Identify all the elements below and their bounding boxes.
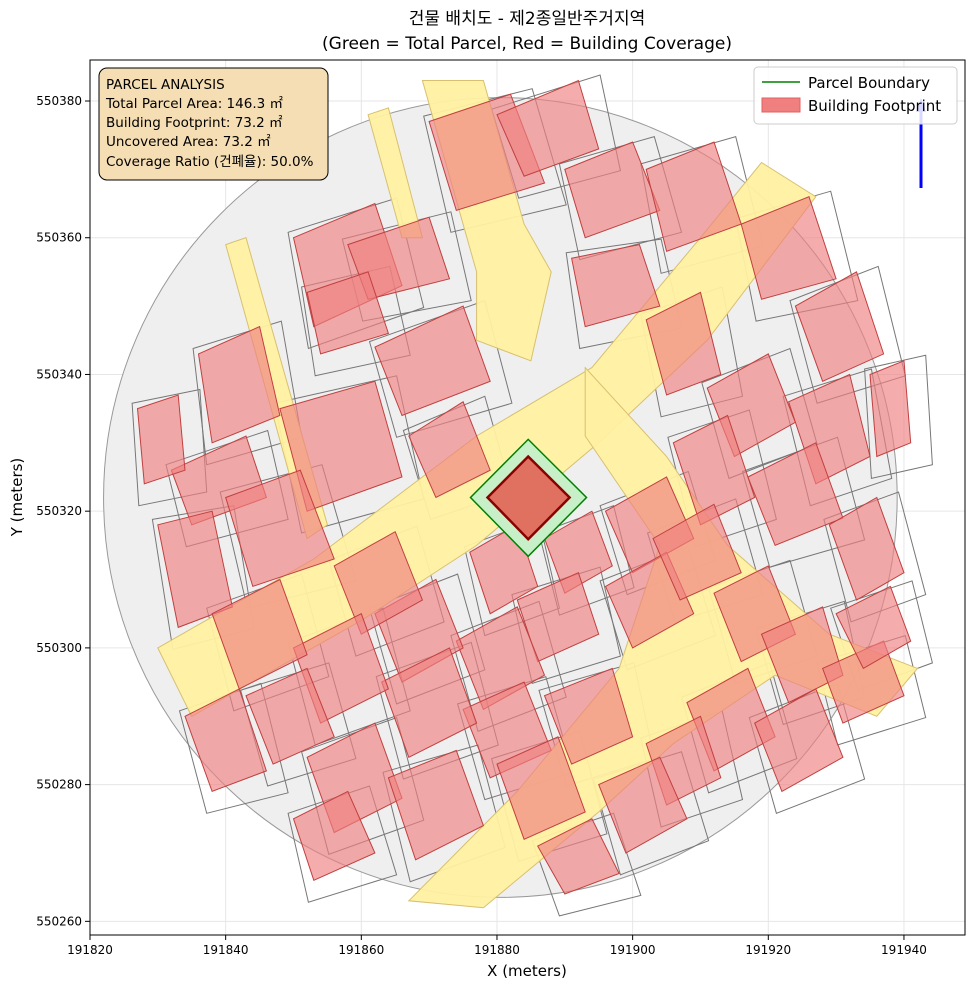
context-building (543, 667, 634, 765)
context-building (652, 503, 742, 601)
context-building (794, 271, 885, 382)
map-layer (103, 74, 933, 917)
legend-parcel-label: Parcel Boundary (808, 74, 930, 92)
annotation-heading: PARCEL ANALYSIS (106, 77, 225, 93)
annotation-uncovered: Uncovered Area: 73.2 ㎡ (106, 134, 271, 150)
context-building (333, 530, 424, 635)
y-tick-label: 550300 (36, 641, 82, 655)
context-building (211, 578, 308, 690)
annotation-total-area: Total Parcel Area: 146.3 ㎡ (105, 96, 283, 112)
x-tick-label: 191860 (338, 943, 384, 957)
legend: Parcel Boundary Building Footprint (753, 66, 958, 125)
context-building (740, 196, 837, 300)
context-building (184, 688, 268, 793)
context-building (496, 79, 600, 177)
lot-line (423, 88, 567, 233)
building-footprint (485, 454, 572, 541)
x-tick-label: 191940 (881, 943, 927, 957)
y-tick-label: 550260 (36, 914, 82, 928)
y-axis-ticks: 550260 550280 550300 550320 550340 550360 5503… (36, 94, 90, 928)
context-building (598, 756, 688, 854)
context-building (571, 244, 661, 328)
annotation-coverage: Coverage Ratio (건폐율): 50.0% (106, 154, 314, 170)
lot-line (864, 354, 933, 480)
context-building (869, 360, 912, 458)
x-tick-label: 191880 (474, 943, 520, 957)
chart-title-line2: (Green = Total Parcel, Red = Building Co… (322, 34, 732, 54)
context-building (136, 394, 186, 485)
context-building (381, 647, 478, 759)
y-tick-label: 550280 (36, 778, 82, 792)
context-building (292, 790, 376, 881)
legend-footprint-swatch (761, 97, 801, 113)
y-tick-label: 550320 (36, 504, 82, 518)
context-building (197, 325, 281, 444)
context-building (306, 271, 390, 355)
annotation-background (98, 67, 329, 181)
context-building (537, 818, 620, 895)
x-tick-label: 191820 (67, 943, 113, 957)
context-building (225, 469, 335, 588)
context-building (543, 510, 613, 594)
y-axis-label: Y (meters) (8, 458, 26, 538)
y-tick-label: 550360 (36, 231, 82, 245)
legend-frame (753, 66, 958, 125)
context-building (672, 414, 756, 526)
y-tick-label: 550340 (36, 367, 82, 381)
plot-frame (89, 59, 966, 936)
x-tick-label: 191900 (610, 943, 656, 957)
context-building (828, 496, 905, 601)
context-building (645, 291, 722, 396)
context-building (408, 401, 491, 499)
context-building (835, 585, 912, 670)
x-axis-label: X (meters) (487, 962, 567, 980)
y-tick-label: 550380 (36, 94, 82, 108)
context-building (754, 688, 844, 793)
context-building (374, 305, 491, 417)
x-axis-ticks: 191820 191840 191860 191880 191900 191920 1919… (67, 935, 927, 957)
chart-title-line1: 건물 배치도 - 제2종일반주거지역 (409, 9, 645, 29)
context-building (245, 667, 335, 765)
context-buildings (136, 79, 912, 895)
legend-footprint-label: Building Footprint (808, 97, 941, 115)
x-tick-label: 191920 (745, 943, 791, 957)
x-tick-label: 191840 (203, 943, 249, 957)
annotation-footprint: Building Footprint: 73.2 ㎡ (106, 115, 283, 131)
context-building (387, 749, 485, 861)
context-building (496, 736, 586, 840)
parcel-analysis-box: PARCEL ANALYSIS Total Parcel Area: 146.3… (98, 67, 329, 181)
